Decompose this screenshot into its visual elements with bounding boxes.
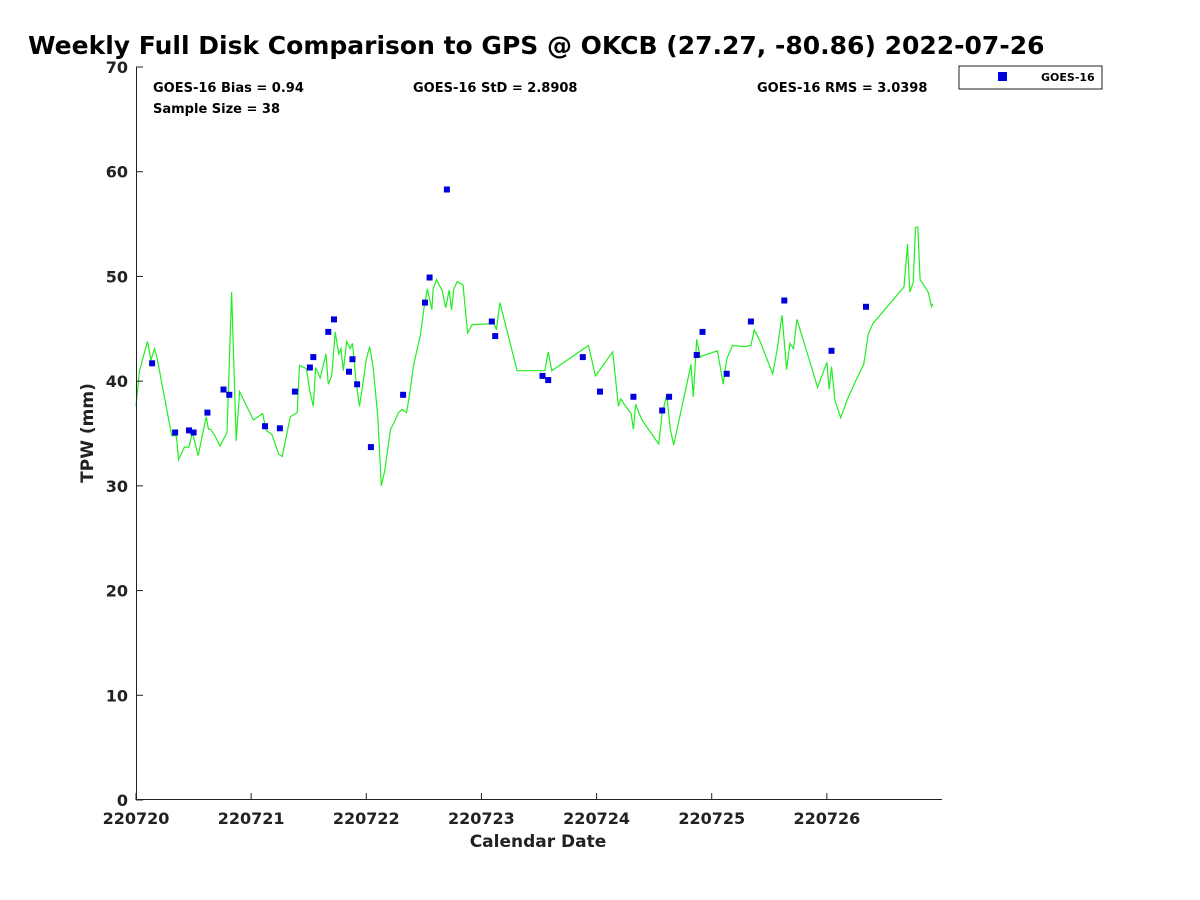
goes16-point xyxy=(723,370,730,377)
goes16-point xyxy=(597,388,603,395)
chart-title: Weekly Full Disk Comparison to GPS @ OKC… xyxy=(28,31,1044,60)
goes16-point xyxy=(186,427,192,434)
goes16-point xyxy=(220,386,227,393)
goes16-point xyxy=(579,354,586,361)
goes16-point xyxy=(204,409,211,416)
y-tick-label: 40 xyxy=(106,372,128,391)
goes16-point xyxy=(426,274,433,281)
goes16-point xyxy=(172,429,179,436)
goes16-point xyxy=(659,407,666,414)
goes16-point xyxy=(310,354,317,361)
goes16-point xyxy=(306,364,313,371)
legend: GOES-16 xyxy=(958,65,1103,90)
goes16-point xyxy=(693,352,700,358)
y-tick-label: 60 xyxy=(106,163,128,182)
rms-stat: GOES-16 RMS = 3.0398 xyxy=(757,81,927,96)
y-tick-label: 0 xyxy=(117,791,128,810)
goes16-point xyxy=(149,360,156,367)
goes16-point xyxy=(781,297,788,304)
goes16-point xyxy=(488,318,495,325)
std-stat: GOES-16 StD = 2.8908 xyxy=(413,81,577,96)
y-tick-label: 70 xyxy=(106,58,128,77)
goes16-point xyxy=(545,377,552,384)
plot-area xyxy=(135,186,934,487)
goes16-point xyxy=(443,186,450,193)
legend-marker-goes16 xyxy=(998,72,1007,81)
goes16-point xyxy=(400,391,407,398)
goes16-point xyxy=(747,318,754,325)
goes16-point xyxy=(346,368,352,375)
y-tick-label: 20 xyxy=(106,582,128,601)
bias-stat: GOES-16 Bias = 0.94 xyxy=(153,81,304,96)
goes16-point xyxy=(354,381,361,388)
goes16-point xyxy=(666,393,673,400)
legend-label-goes16: GOES-16 xyxy=(1041,71,1095,84)
goes16-point xyxy=(367,444,374,451)
goes16-point xyxy=(539,372,546,379)
goes16-point xyxy=(349,356,356,363)
y-axis: 0 10 20 30 40 50 60 70 xyxy=(106,58,143,810)
goes16-point xyxy=(630,393,637,400)
x-tick-label: 220722 xyxy=(333,809,400,828)
y-tick-label: 50 xyxy=(106,267,128,286)
goes16-point xyxy=(226,391,233,398)
x-axis: 220720 220721 220722 220723 220724 220725 2207… xyxy=(103,793,860,828)
plot-frame-bottom xyxy=(136,799,942,800)
y-axis-label: TPW (mm) xyxy=(78,383,98,483)
goes16-point xyxy=(863,303,869,310)
x-tick-label: 220726 xyxy=(793,809,860,828)
y-tick-label: 10 xyxy=(106,686,128,705)
x-axis-label: Calendar Date xyxy=(470,832,607,852)
goes16-point xyxy=(492,333,499,340)
goes16-point xyxy=(276,425,283,432)
x-tick-label: 220725 xyxy=(678,809,745,828)
sample-size-stat: Sample Size = 38 xyxy=(153,102,280,117)
goes16-point xyxy=(291,388,298,395)
goes16-point xyxy=(422,299,428,306)
y-tick-label: 30 xyxy=(106,477,128,496)
goes16-point xyxy=(325,328,332,335)
x-tick-label: 220724 xyxy=(563,809,630,828)
goes16-point xyxy=(262,423,268,430)
x-tick-label: 220723 xyxy=(448,809,515,828)
goes16-point xyxy=(699,328,706,335)
x-tick-label: 220721 xyxy=(218,809,285,828)
x-tick-label: 220720 xyxy=(103,809,170,828)
goes16-point xyxy=(828,347,835,354)
goes16-point xyxy=(331,316,337,323)
goes16-point xyxy=(190,429,197,436)
plot-frame-left xyxy=(136,67,137,800)
gps-series-line xyxy=(135,226,934,487)
legend-box xyxy=(958,65,1103,90)
